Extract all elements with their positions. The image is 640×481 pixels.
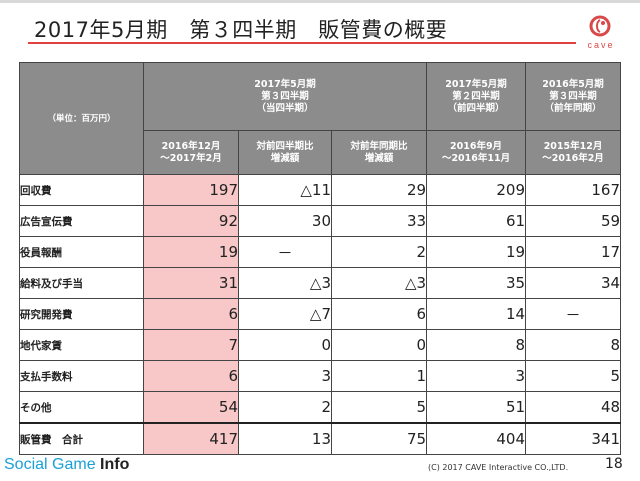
subheader-yoy-change: 対前年同期比 増減額 [330, 130, 428, 175]
cell-qoq-change: 2 [238, 391, 332, 424]
cell-current-period: 197 [143, 174, 239, 206]
cell-prior-year-period: 5 [525, 360, 622, 392]
cell-qoq-change: 13 [238, 422, 332, 455]
cell-yoy-change: 5 [330, 391, 428, 424]
cell-prior-year-period: 167 [525, 174, 622, 206]
subheader-qoq-change: 対前四半期比 増減額 [238, 130, 332, 175]
row-label: 販管費 合計 [19, 422, 144, 455]
company-logo: cave [580, 14, 622, 54]
cell-qoq-change: 3 [238, 360, 332, 392]
cell-current-period: 54 [143, 391, 239, 424]
cell-prior-year-period: 34 [525, 267, 622, 299]
cell-qoq-change: 30 [238, 205, 332, 237]
row-label: 給料及び手当 [19, 267, 144, 299]
table-row: 役員報酬 19 － 2 19 17 [19, 236, 622, 268]
table-row: 地代家賃 7 0 0 8 8 [19, 329, 622, 361]
cell-qoq-change: △7 [238, 298, 332, 330]
cell-previous-period: 51 [426, 391, 527, 424]
page-number: 18 [605, 456, 623, 472]
col-group-current-quarter: 2017年5月期 第３四半期 （当四半期） [142, 62, 428, 131]
cell-current-period: 6 [143, 360, 239, 392]
table-row: 回収費 197 △11 29 209 167 [19, 174, 622, 206]
cell-qoq-change: △11 [238, 174, 332, 206]
subheader-previous-period: 2016年9月 ～2016年11月 [426, 130, 527, 175]
cell-current-period: 6 [143, 298, 239, 330]
cell-current-period: 417 [143, 422, 239, 455]
cell-yoy-change: 1 [330, 360, 428, 392]
cell-yoy-change: 75 [330, 422, 428, 455]
cell-prior-year-period: 59 [525, 205, 622, 237]
row-label: 広告宣伝費 [19, 205, 144, 237]
cell-current-period: 19 [143, 236, 239, 268]
cell-previous-period: 14 [426, 298, 527, 330]
cell-prior-year-period: 17 [525, 236, 622, 268]
cell-yoy-change: 6 [330, 298, 428, 330]
copyright-notice: (C) 2017 CAVE Interactive CO.,LTD. [428, 463, 569, 472]
row-label: 回収費 [19, 174, 144, 206]
logo-text: cave [587, 40, 615, 50]
subheader-prior-year-period: 2015年12月 ～2016年2月 [525, 130, 622, 175]
table-row: 広告宣伝費 92 30 33 61 59 [19, 205, 622, 237]
cell-prior-year-period: 341 [525, 422, 622, 455]
table-row: 給料及び手当 31 △3 △3 35 34 [19, 267, 622, 299]
row-label: 地代家賃 [19, 329, 144, 361]
cell-previous-period: 404 [426, 422, 527, 455]
col-group-previous-quarter: 2017年5月期 第２四半期 （前四半期） [426, 62, 527, 131]
cell-previous-period: 209 [426, 174, 527, 206]
title-underline [28, 42, 576, 44]
cell-yoy-change: 33 [330, 205, 428, 237]
unit-label: （単位：百万円） [19, 62, 144, 175]
cell-yoy-change: 29 [330, 174, 428, 206]
cell-prior-year-period: 48 [525, 391, 622, 424]
cell-yoy-change: 0 [330, 329, 428, 361]
cell-previous-period: 61 [426, 205, 527, 237]
cave-logo-icon [589, 15, 611, 37]
watermark-info: Info [100, 456, 130, 473]
cell-current-period: 31 [143, 267, 239, 299]
col-group-prior-year-quarter: 2016年5月期 第３四半期 （前年同期） [525, 62, 622, 131]
table-row: 支払手数料 6 3 1 3 5 [19, 360, 622, 392]
cell-previous-period: 35 [426, 267, 527, 299]
cell-previous-period: 3 [426, 360, 527, 392]
cell-qoq-change: 0 [238, 329, 332, 361]
cell-yoy-change: △3 [330, 267, 428, 299]
cell-prior-year-period: － [525, 298, 622, 330]
subheader-current-period: 2016年12月 ～2017年2月 [143, 130, 239, 175]
table-row: 研究開発費 6 △7 6 14 － [19, 298, 622, 330]
sga-expense-table: （単位：百万円） 2017年5月期 第３四半期 （当四半期） 2017年5月期 … [19, 62, 622, 455]
row-label: 研究開発費 [19, 298, 144, 330]
row-label: 役員報酬 [19, 236, 144, 268]
cell-qoq-change: － [238, 236, 332, 268]
cell-yoy-change: 2 [330, 236, 428, 268]
total-row: 販管費 合計 417 13 75 404 341 [19, 422, 622, 455]
top-border-line [0, 0, 640, 3]
row-label: その他 [19, 391, 144, 424]
cell-prior-year-period: 8 [525, 329, 622, 361]
cell-qoq-change: △3 [238, 267, 332, 299]
cell-current-period: 7 [143, 329, 239, 361]
watermark-social-game: Social Game [4, 456, 101, 473]
cell-current-period: 92 [143, 205, 239, 237]
cell-previous-period: 8 [426, 329, 527, 361]
table-row: その他 54 2 5 51 48 [19, 391, 622, 424]
source-watermark: Social Game Info [4, 456, 129, 474]
page-title: 2017年5月期 第３四半期 販管費の概要 [34, 18, 448, 42]
cell-previous-period: 19 [426, 236, 527, 268]
row-label: 支払手数料 [19, 360, 144, 392]
